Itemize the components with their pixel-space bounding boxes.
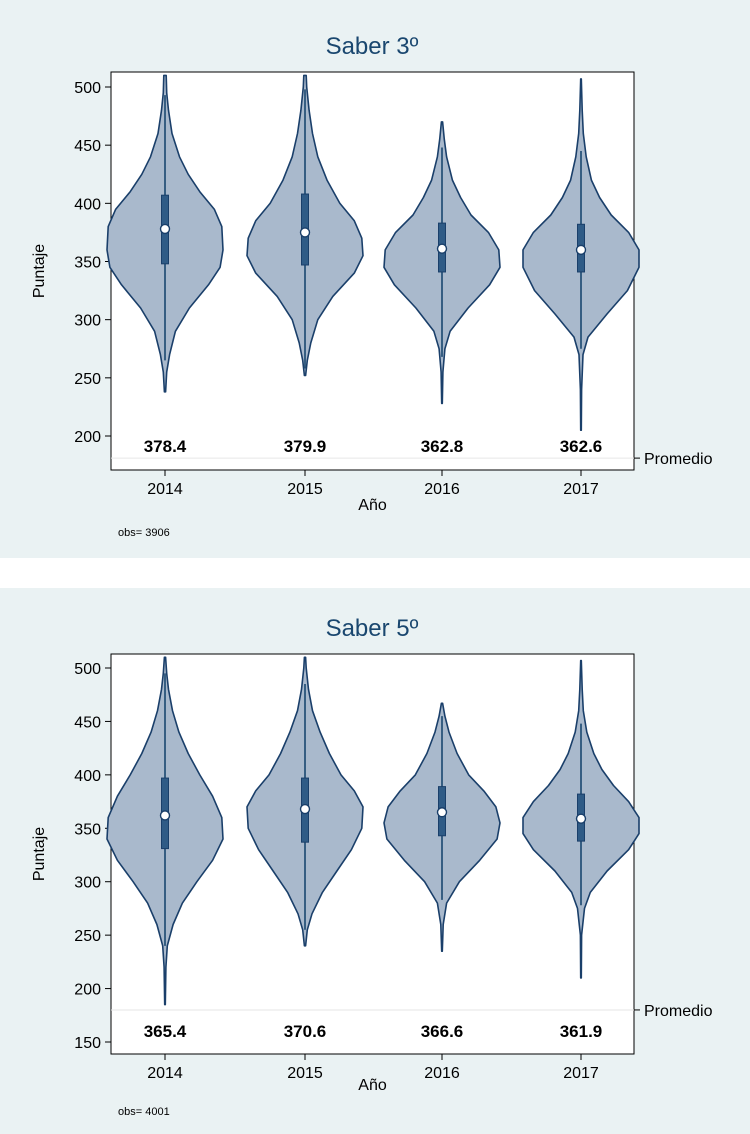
- mean-label-2016: 366.6: [421, 1022, 464, 1041]
- mean-label-2014: 365.4: [144, 1022, 187, 1041]
- reference-line-label: Promedio: [644, 1003, 713, 1020]
- x-axis: 2014 2015 2016 2017: [147, 1054, 599, 1082]
- x-axis-label: Año: [358, 1077, 387, 1094]
- x-axis-label: Año: [358, 497, 387, 514]
- x-tick-label: 2014: [147, 481, 183, 498]
- median-marker-2017: [575, 244, 587, 256]
- mean-label-2016: 362.8: [421, 437, 464, 456]
- reference-line-layer: Promedio: [111, 451, 713, 468]
- violins-layer: [106, 656, 640, 1006]
- median-marker-2014: [159, 223, 171, 235]
- mean-label-2014: 378.4: [144, 437, 187, 456]
- x-tick-label: 2016: [424, 481, 460, 498]
- y-tick-label: 400: [74, 196, 101, 213]
- obs-note: obs= 4001: [118, 1106, 170, 1118]
- y-axis: 200 250 300 350 400 450 500: [74, 80, 111, 446]
- median-marker-2016: [436, 807, 448, 818]
- median-marker-2016: [436, 243, 448, 254]
- median-marker-2017: [575, 813, 587, 824]
- x-tick-label: 2017: [563, 481, 599, 498]
- y-tick-label: 200: [74, 429, 101, 446]
- x-tick-label: 2015: [287, 1065, 323, 1082]
- reference-line-layer: Promedio: [111, 1003, 713, 1020]
- mean-label-2015: 370.6: [284, 1022, 327, 1041]
- y-axis: 150 200 250 300 350 400 450 500: [74, 661, 111, 1052]
- chart-title: Saber 3º: [326, 33, 419, 60]
- y-tick-label: 400: [74, 768, 101, 785]
- x-tick-label: 2014: [147, 1065, 183, 1082]
- reference-line-label: Promedio: [644, 451, 713, 468]
- violins-layer: [106, 74, 640, 431]
- y-tick-label: 300: [74, 875, 101, 892]
- median-marker-2015: [299, 227, 311, 238]
- median-marker-2015: [299, 803, 311, 815]
- y-axis-label: Puntaje: [31, 244, 48, 298]
- x-axis: 2014 2015 2016 2017: [147, 470, 599, 498]
- y-tick-label: 500: [74, 80, 101, 97]
- y-tick-label: 350: [74, 255, 101, 272]
- mean-labels-layer: 365.4 370.6 366.6 361.9: [144, 1022, 603, 1041]
- mean-label-2015: 379.9: [284, 437, 327, 456]
- x-tick-label: 2015: [287, 481, 323, 498]
- y-tick-label: 150: [74, 1035, 101, 1052]
- median-marker-2014: [159, 810, 171, 821]
- mean-label-2017: 362.6: [560, 437, 603, 456]
- y-tick-label: 250: [74, 928, 101, 945]
- y-tick-label: 250: [74, 371, 101, 388]
- y-tick-label: 300: [74, 313, 101, 330]
- mean-labels-layer: 378.4 379.9 362.8 362.6: [144, 437, 603, 456]
- y-tick-label: 500: [74, 661, 101, 678]
- y-tick-label: 350: [74, 821, 101, 838]
- y-axis-label: Puntaje: [31, 827, 48, 881]
- x-tick-label: 2016: [424, 1065, 460, 1082]
- mean-label-2017: 361.9: [560, 1022, 603, 1041]
- x-tick-label: 2017: [563, 1065, 599, 1082]
- chart-title: Saber 5º: [326, 615, 419, 642]
- y-tick-label: 200: [74, 982, 101, 999]
- y-tick-label: 450: [74, 714, 101, 731]
- obs-note: obs= 3906: [118, 527, 170, 539]
- y-tick-label: 450: [74, 138, 101, 155]
